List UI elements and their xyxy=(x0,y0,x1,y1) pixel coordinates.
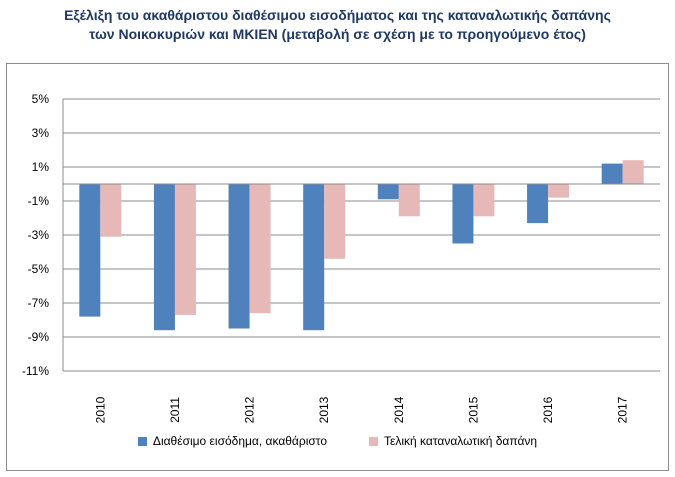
chart-title-line-1: Εξέλιξη του ακαθάριστου διαθέσιμου εισοδ… xyxy=(64,7,611,23)
bar-consumption-2017 xyxy=(622,160,644,184)
legend-label-income: Διαθέσιμο εισόδημα, ακαθάριστο xyxy=(152,434,328,448)
x-tick-label: 2017 xyxy=(616,396,630,423)
bar-income-2011 xyxy=(153,184,175,331)
bar-income-2012 xyxy=(228,184,250,329)
y-tick-label: -9% xyxy=(28,330,50,344)
x-tick-label: 2016 xyxy=(541,396,555,423)
y-tick-label: 3% xyxy=(32,126,50,140)
y-tick-label: -3% xyxy=(28,228,50,242)
chart-legend: Διαθέσιμο εισόδημα, ακαθάριστο Τελική κα… xyxy=(0,434,675,448)
bar-income-2017 xyxy=(601,163,623,184)
x-tick-label: 2015 xyxy=(466,396,480,423)
legend-swatch-consumption xyxy=(369,436,379,446)
bar-consumption-2010 xyxy=(100,184,122,237)
legend-item-consumption: Τελική καταναλωτική δαπάνη xyxy=(369,434,537,448)
x-tick-label: 2014 xyxy=(392,396,406,423)
bar-consumption-2013 xyxy=(324,184,346,259)
bar-income-2013 xyxy=(303,184,325,331)
bar-consumption-2015 xyxy=(473,184,495,217)
y-tick-label: 5% xyxy=(32,92,50,106)
bar-consumption-2016 xyxy=(548,184,570,198)
x-tick-label: 2012 xyxy=(243,396,257,423)
legend-item-income: Διαθέσιμο εισόδημα, ακαθάριστο xyxy=(137,434,328,448)
bar-consumption-2014 xyxy=(398,184,420,217)
chart-title: Εξέλιξη του ακαθάριστου διαθέσιμου εισοδ… xyxy=(0,6,675,44)
y-tick-label: -7% xyxy=(28,296,50,310)
x-tick-label: 2013 xyxy=(317,396,331,423)
bar-consumption-2011 xyxy=(174,184,196,315)
y-tick-label: 1% xyxy=(32,160,50,174)
y-tick-label: -5% xyxy=(28,262,50,276)
x-tick-label: 2010 xyxy=(93,396,107,423)
x-tick-label: 2011 xyxy=(168,397,182,423)
legend-swatch-income xyxy=(137,436,147,446)
bar-consumption-2012 xyxy=(249,184,271,314)
bar-income-2010 xyxy=(79,184,101,317)
y-tick-label: -1% xyxy=(28,194,50,208)
chart-title-line-2: των Νοικοκυριών και ΜΚΙΕΝ (μεταβολή σε σ… xyxy=(89,26,586,42)
chart-frame xyxy=(6,63,669,471)
bar-income-2015 xyxy=(452,184,474,244)
bar-income-2016 xyxy=(527,184,549,224)
bar-income-2014 xyxy=(377,184,399,200)
legend-label-consumption: Τελική καταναλωτική δαπάνη xyxy=(384,434,538,448)
y-tick-label: -11% xyxy=(22,364,49,378)
